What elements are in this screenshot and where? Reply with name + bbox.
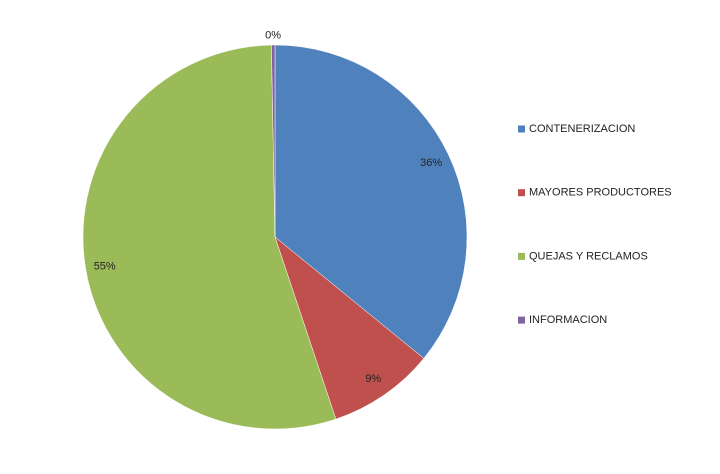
legend-label: QUEJAS Y RECLAMOS — [529, 250, 648, 262]
data-label: 55% — [94, 260, 116, 272]
pie-slice — [274, 44, 468, 359]
data-label: 36% — [420, 157, 442, 169]
legend-swatch — [518, 125, 525, 133]
legend-swatch — [518, 189, 525, 197]
legend-label: MAYORES PRODUCTORES — [529, 187, 672, 199]
data-label: 0% — [265, 29, 281, 41]
pie-slice — [82, 44, 337, 430]
pie-slice — [274, 236, 425, 420]
legend-label: CONTENERIZACION — [529, 123, 635, 135]
legend-swatch — [518, 316, 525, 324]
legend-swatch — [518, 252, 525, 260]
data-label: 9% — [365, 373, 381, 385]
pie-slice — [271, 44, 276, 238]
legend-label: INFORMACION — [529, 314, 607, 326]
